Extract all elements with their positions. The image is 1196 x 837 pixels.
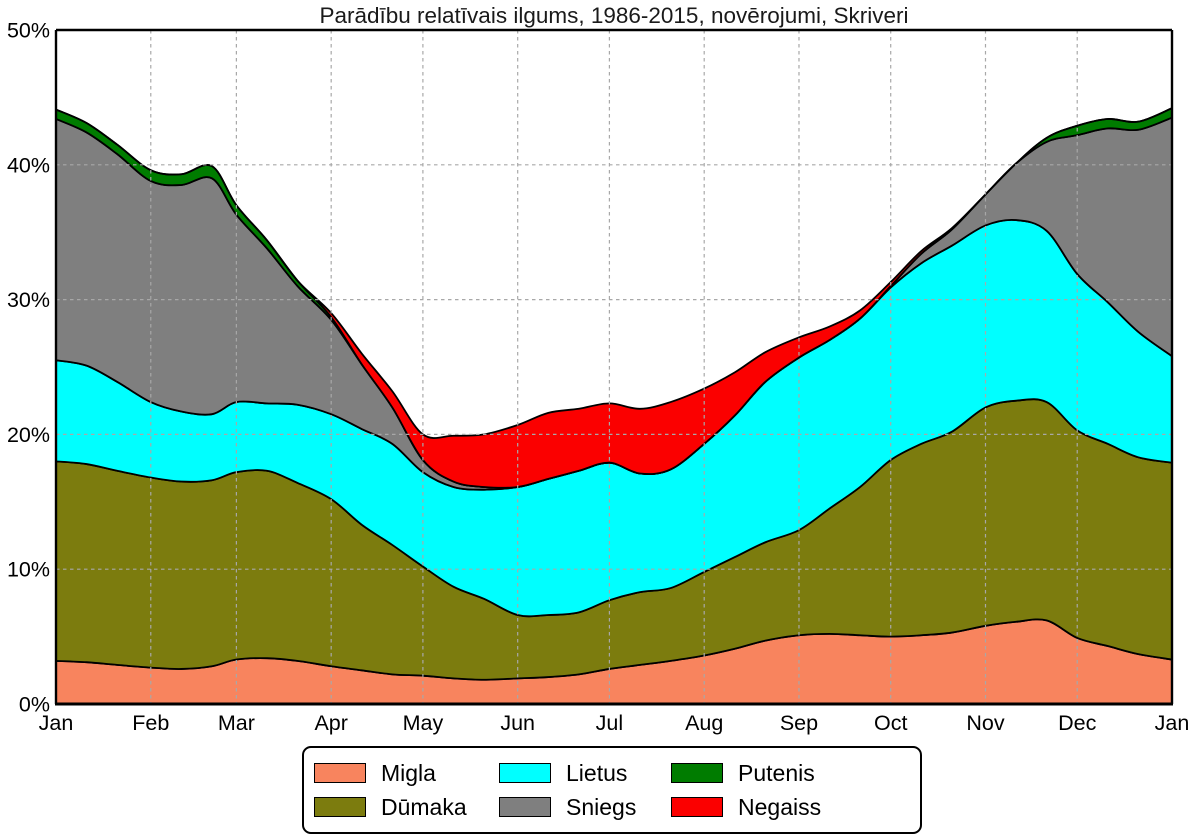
- legend-label: Dūmaka: [381, 793, 467, 820]
- y-tick-label: 30%: [7, 288, 50, 312]
- y-tick-label: 20%: [7, 423, 50, 447]
- x-tick-label: Jul: [596, 711, 623, 735]
- legend-item-putenis: Putenis: [671, 759, 920, 786]
- legend-label: Putenis: [738, 759, 815, 786]
- legend-swatch-negaiss: [671, 797, 723, 817]
- legend-label: Negaiss: [738, 793, 822, 820]
- x-tick-label: Oct: [874, 711, 907, 735]
- y-tick-label: 40%: [7, 153, 50, 177]
- x-tick-label: Jun: [500, 711, 535, 735]
- x-tick-label: Feb: [132, 711, 169, 735]
- legend-item-dūmaka: Dūmaka: [314, 793, 499, 820]
- legend-swatch-migla: [314, 763, 366, 783]
- legend-label: Sniegs: [566, 793, 637, 820]
- x-tick-label: Jan: [39, 711, 74, 735]
- legend-item-lietus: Lietus: [499, 759, 671, 786]
- x-tick-label: May: [403, 711, 444, 735]
- y-tick-label: 50%: [7, 19, 50, 43]
- legend: Migla Dūmaka Lietus Sniegs Putenis Negaiss: [302, 746, 922, 834]
- legend-item-negaiss: Negaiss: [671, 793, 920, 820]
- legend-item-migla: Migla: [314, 759, 499, 786]
- y-tick-label: 0%: [19, 693, 50, 717]
- legend-swatch-dūmaka: [314, 797, 366, 817]
- x-tick-label: Jan: [1155, 711, 1190, 735]
- legend-swatch-lietus: [499, 763, 551, 783]
- x-tick-label: Dec: [1058, 711, 1096, 735]
- legend-label: Lietus: [566, 759, 628, 786]
- x-tick-label: Sep: [780, 711, 818, 735]
- x-tick-label: Aug: [685, 711, 723, 735]
- legend-swatch-putenis: [671, 763, 723, 783]
- x-tick-label: Mar: [218, 711, 255, 735]
- legend-label: Migla: [381, 759, 436, 786]
- legend-swatch-sniegs: [499, 797, 551, 817]
- y-tick-label: 10%: [7, 558, 50, 582]
- chart-title: Parādību relatīvais ilgums, 1986-2015, n…: [319, 3, 909, 28]
- legend-item-sniegs: Sniegs: [499, 793, 671, 820]
- x-tick-label: Apr: [314, 711, 347, 735]
- x-tick-label: Nov: [966, 711, 1004, 735]
